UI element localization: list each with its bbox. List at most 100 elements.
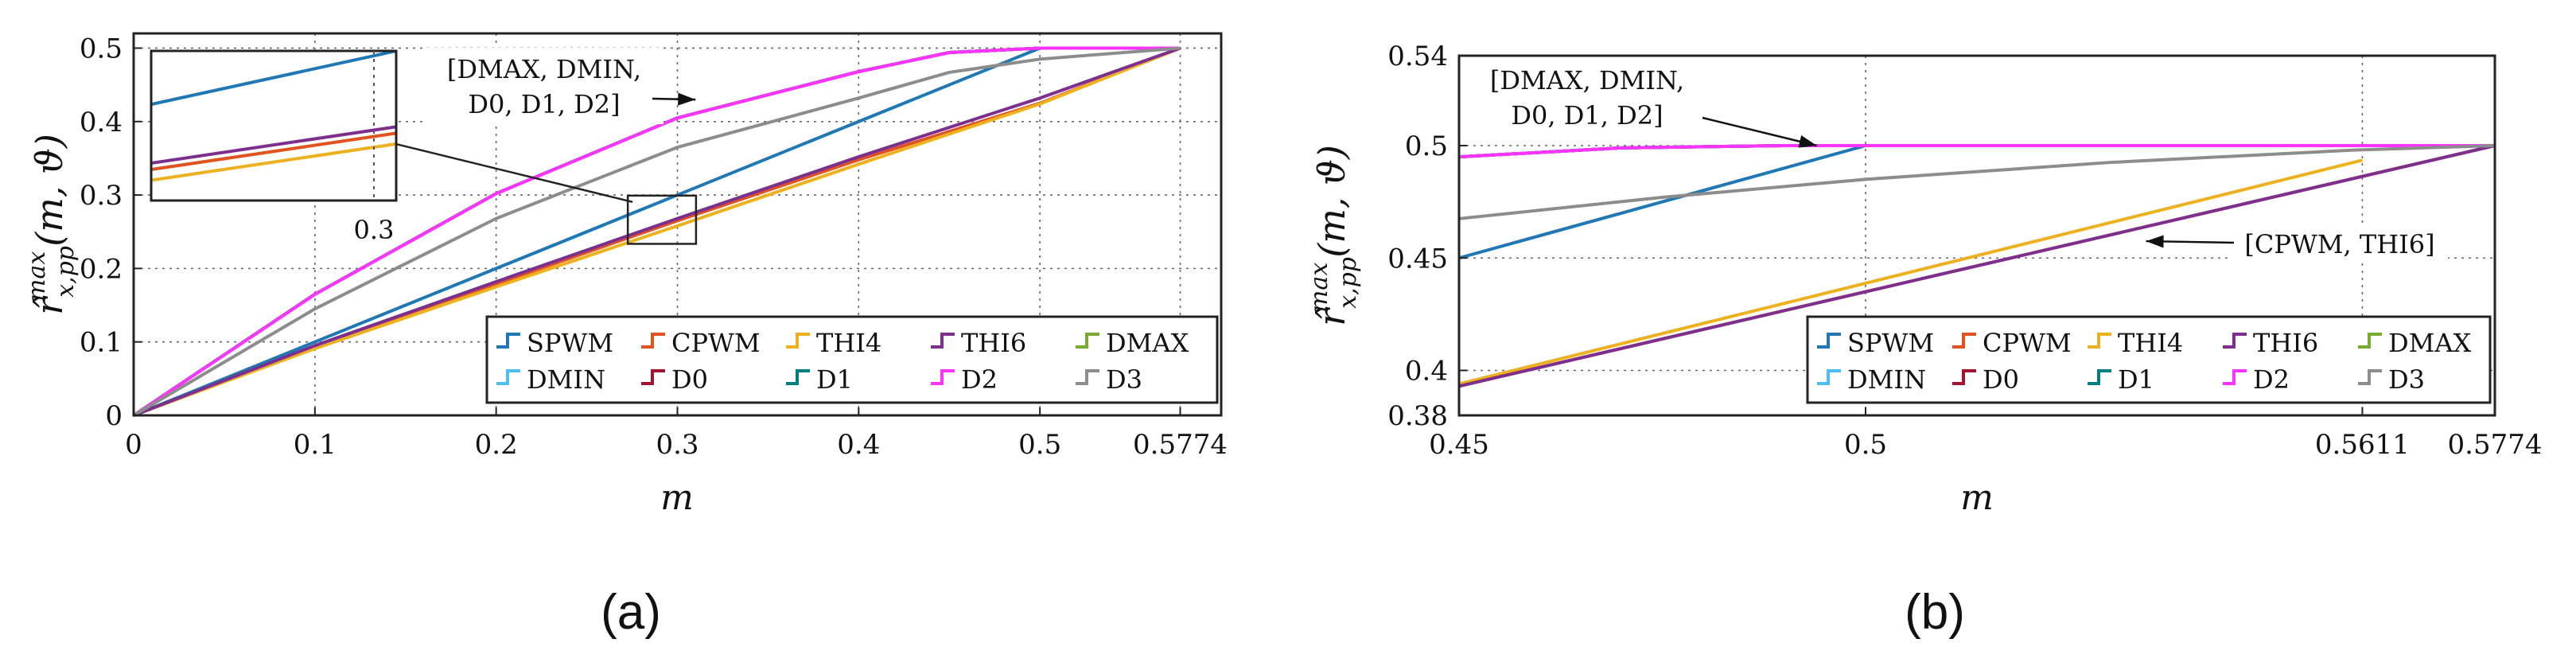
svg-text:r̂x,ppmax(m, ϑ): r̂x,ppmax (m, ϑ) xyxy=(23,134,80,315)
panel-a-ylabel-main: r̂ xyxy=(28,295,71,315)
panel-a-ylabel: r̂x,ppmax (m, ϑ) xyxy=(23,134,80,315)
panel-b-xtick-label-0: 0.45 xyxy=(1429,429,1489,461)
panel-a-legend-label-d3: D3 xyxy=(1106,364,1142,395)
panel-a-legend-label-spwm: SPWM xyxy=(527,328,613,358)
panel-a-ytick-label-4: 0.4 xyxy=(80,107,123,138)
panel-a-xtick-label-2: 0.2 xyxy=(475,429,518,461)
panel-a-annotation-arrowhead xyxy=(678,92,696,106)
panel-a-series-d3 xyxy=(132,46,1181,417)
panel-b-label: (b) xyxy=(1905,585,1965,640)
panel-a-inset-frame xyxy=(150,49,398,202)
panel-b-legend-swatch-thi6 xyxy=(2223,333,2247,349)
panel-a-series-d2 xyxy=(132,46,1181,417)
panel-b-legend-swatch-thi4 xyxy=(2088,333,2111,349)
panel-a-legend-swatch-thi4 xyxy=(786,333,810,349)
panel-b-legend-swatch-d0 xyxy=(1952,369,1976,385)
panel-b-ytick-label-4: 0.54 xyxy=(1387,41,1448,72)
panel-b-annotation-1-line-1: [DMAX, DMIN, xyxy=(1490,65,1684,95)
panel-a-ylabel-sup: max xyxy=(23,251,51,302)
panel-a-legend-swatch-d3 xyxy=(1076,369,1099,385)
panel-a-annotation: [DMAX, DMIN, D0, D1, D2] xyxy=(425,48,696,124)
panel-b-legend-swatch-dmax xyxy=(2358,333,2382,349)
panel-a-ytick-label-3: 0.3 xyxy=(80,180,123,212)
panel-a-ytick-label-5: 0.5 xyxy=(80,33,123,64)
panel-a-legend-swatch-dmax xyxy=(1076,333,1099,349)
panel-a-xtick-label-5: 0.5 xyxy=(1018,429,1061,461)
panel-b-ylabel-sub: x,pp xyxy=(1334,257,1362,309)
panel-b-legend-label-thi6: THI6 xyxy=(2253,328,2318,358)
panel-a-series-thi6 xyxy=(133,46,1181,417)
panel-a-label: (a) xyxy=(601,585,661,640)
panel-a-legend-swatch-d2 xyxy=(931,369,955,385)
panel-b-legend-swatch-dmin xyxy=(1817,369,1841,385)
panel-a-inset-lines xyxy=(151,51,396,182)
panel-a-legend-swatch-dmin xyxy=(496,369,520,385)
panel-b-ylabel: r̂x,ppmax (m, ϑ) xyxy=(1306,145,1362,326)
panel-a-legend: SPWM CPWM THI4 THI6 DMAX DMIN D0 D1 D2 D3 xyxy=(485,315,1219,404)
panel-b-annotation-2-arrowhead xyxy=(2146,235,2164,248)
panel-b-xlabel: m xyxy=(1960,477,1994,518)
panel-a-annotation-line-1: [DMAX, DMIN, xyxy=(447,54,641,84)
panel-a-legend-swatch-thi6 xyxy=(931,333,955,349)
panel-a-xtick-label-6: 0.5774 xyxy=(1133,429,1228,461)
panel-a-legend-swatch-cpwm xyxy=(641,333,665,349)
panel-a-ytick-label-1: 0.1 xyxy=(80,327,123,359)
panel-b-lines xyxy=(1458,144,2496,388)
panel-b-ylabel-main: r̂ xyxy=(1310,306,1353,326)
panel-b-ylabel-args: (m, ϑ) xyxy=(1310,145,1353,258)
panel-b-legend-label-spwm: SPWM xyxy=(1847,328,1934,358)
panel-b-annotation-1-arrowhead xyxy=(1798,135,1817,148)
panel-a-legend-swatch-spwm xyxy=(496,333,520,349)
panel-b-legend-swatch-cpwm xyxy=(1952,333,1976,349)
panel-b-legend: SPWM CPWM THI4 THI6 DMAX DMIN D0 D1 D2 D3 xyxy=(1806,315,2492,404)
panel-b-annotation-2-line-1: [CPWM, THI6] xyxy=(2244,229,2434,259)
panel-b-ticks: 0.45 0.5 0.5611 0.5774 0.38 0.4 0.45 0.5 0.54 xyxy=(1387,41,2542,461)
panel-b-ylabel-sup: max xyxy=(1306,263,1333,313)
panel-b-series-d2 xyxy=(1458,144,2495,159)
panel-a-ylabel-args: (m, ϑ) xyxy=(28,134,71,247)
panel-b-xtick-label-3: 0.5774 xyxy=(2448,429,2543,461)
panel-a-inset-bg xyxy=(151,51,396,201)
panel-a-inset-series-thi6 xyxy=(151,125,396,165)
panel-b-ytick-label-3: 0.5 xyxy=(1405,130,1448,162)
panel-b-annotation-2: [CPWM, THI6] xyxy=(2146,228,2448,263)
panel-a-ytick-label-0: 0 xyxy=(105,400,123,432)
panel-a-inset-series-cpwm xyxy=(151,131,396,172)
panel-b-legend-label-d3: D3 xyxy=(2388,364,2425,395)
panel-b-annotation-1: [DMAX, DMIN, D0, D1, D2] xyxy=(1473,62,1817,148)
panel-b-legend-swatch-spwm xyxy=(1817,333,1841,349)
panel-a-xtick-label-4: 0.4 xyxy=(837,429,880,461)
panel-a-legend-label-thi6: THI6 xyxy=(961,328,1026,358)
panel-b-legend-label-dmax: DMAX xyxy=(2388,328,2472,358)
panel-a-ytick-label-2: 0.2 xyxy=(80,253,123,285)
panel-b-annotation-2-bg xyxy=(2232,228,2448,263)
panel-a-annotation-line-2: D0, D1, D2] xyxy=(468,89,620,119)
panel-a-zoom-connector xyxy=(394,142,633,204)
panel-b-series-thi4 xyxy=(1458,158,2363,386)
panel-b-xtick-label-2: 0.5611 xyxy=(2315,429,2410,461)
panel-a-inset-series-thi4 xyxy=(151,142,396,182)
panel-a-legend-label-d0: D0 xyxy=(671,364,708,395)
panel-a-legend-swatch-d0 xyxy=(641,369,665,385)
panel-a-xlabel: m xyxy=(660,477,694,518)
panel-b-ytick-label-2: 0.45 xyxy=(1387,243,1448,275)
panel-b-annotation-1-arrow xyxy=(1702,116,1817,147)
panel-a-zoom-marker xyxy=(394,142,698,245)
panel-b-legend-box xyxy=(1806,315,2492,404)
panel-a-legend-label-dmax: DMAX xyxy=(1106,328,1189,358)
panel-a-legend-label-cpwm: CPWM xyxy=(671,328,761,358)
panel-b-legend-swatch-d1 xyxy=(2088,369,2111,385)
panel-a-inset-tick-label: 0.3 xyxy=(354,215,395,245)
panel-a-legend-label-d1: D1 xyxy=(816,364,853,395)
panel-b-legend-label-dmin: DMIN xyxy=(1847,364,1926,395)
panel-a-legend-label-d2: D2 xyxy=(961,364,998,395)
panel-a-inset: 0.3 xyxy=(150,49,398,245)
panel-a-legend-label-thi4: THI4 xyxy=(816,328,881,358)
panel-a-zoom-rect xyxy=(626,194,698,245)
panel-a-ticks: 0 0.1 0.2 0.3 0.4 0.5 0.5774 0 0.1 0.2 0.3 0.4 0.5 xyxy=(80,33,1228,461)
panel-a-xtick-label-1: 0.1 xyxy=(294,429,337,461)
panel-a-annotation-bg xyxy=(425,48,663,124)
panel-a-series-thi4 xyxy=(133,46,1181,417)
panel-b-series-thi6 xyxy=(1458,144,2496,388)
